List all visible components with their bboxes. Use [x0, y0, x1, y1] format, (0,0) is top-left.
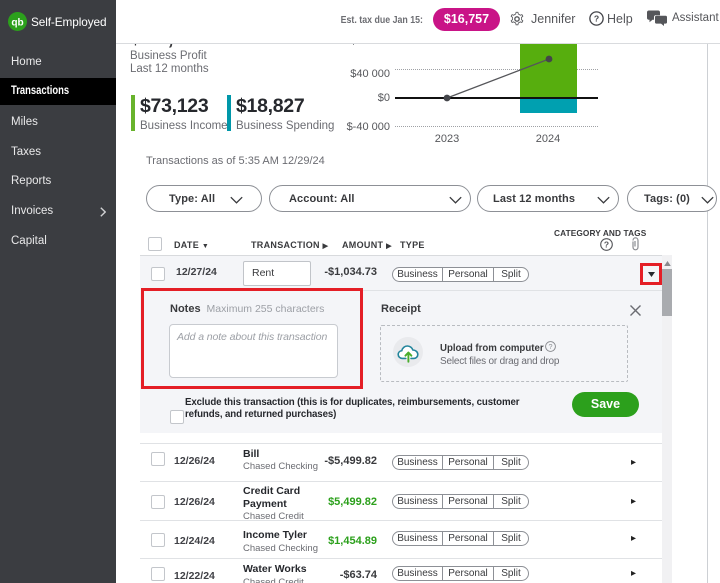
svg-text:?: ? [549, 342, 553, 351]
svg-text:?: ? [604, 239, 609, 249]
svg-text:qb: qb [11, 17, 23, 28]
svg-text:?: ? [594, 14, 599, 24]
